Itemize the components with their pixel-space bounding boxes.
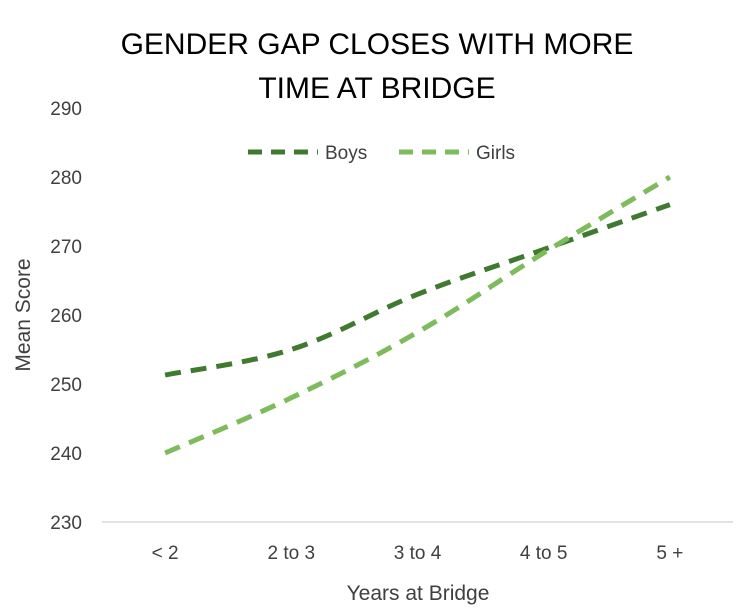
y-tick-label: 230 <box>50 513 82 534</box>
x-tick-label: 5 + <box>656 543 683 564</box>
y-tick-label: 270 <box>50 237 82 258</box>
y-axis-ticks: 230 240 250 260 270 280 290 <box>50 99 82 534</box>
chart-title-line-1: GENDER GAP CLOSES WITH MORE <box>121 28 634 61</box>
series-line-boys <box>164 202 671 378</box>
x-tick-label: < 2 <box>152 543 179 564</box>
legend-label-boys: Boys <box>325 143 367 164</box>
x-axis-label: Years at Bridge <box>347 582 490 605</box>
series-lines <box>164 174 672 456</box>
series-line-girls <box>164 174 672 456</box>
y-tick-label: 250 <box>50 375 82 396</box>
y-tick-label: 290 <box>50 99 82 120</box>
y-axis-label: Mean Score <box>12 258 35 371</box>
y-tick-label: 260 <box>50 306 82 327</box>
y-tick-label: 280 <box>50 168 82 189</box>
x-tick-label: 2 to 3 <box>268 543 316 564</box>
x-tick-label: 3 to 4 <box>394 543 442 564</box>
x-tick-label: 4 to 5 <box>520 543 568 564</box>
y-tick-label: 240 <box>50 444 82 465</box>
chart-title-line-2: TIME AT BRIDGE <box>258 72 495 105</box>
legend: Boys Girls <box>248 143 515 164</box>
legend-label-girls: Girls <box>476 143 515 164</box>
x-axis-ticks: < 2 2 to 3 3 to 4 4 to 5 5 + <box>152 543 684 564</box>
